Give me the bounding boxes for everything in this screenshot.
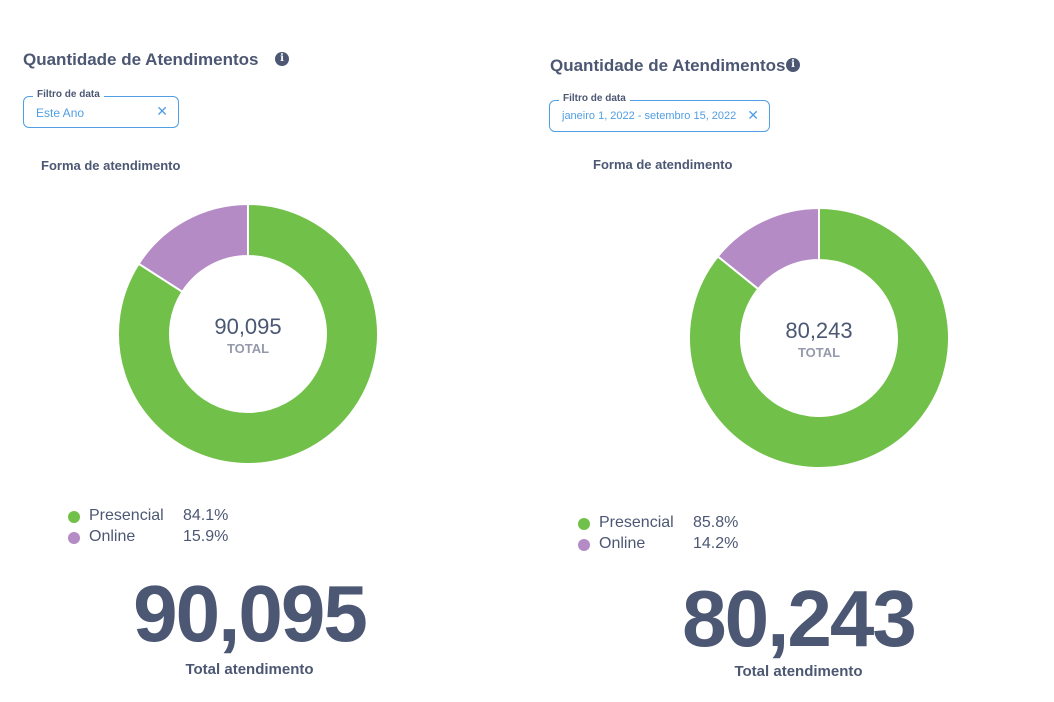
filter-value[interactable]: Este Ano — [36, 106, 85, 120]
filter-value[interactable]: janeiro 1, 2022 - setembro 15, 2022 — [562, 110, 737, 122]
date-filter[interactable]: Filtro de data janeiro 1, 2022 - setembr… — [549, 93, 770, 132]
left-panel: Quantidade de Atendimentos i Filtro de d… — [23, 50, 379, 678]
donut-chart[interactable] — [688, 207, 950, 469]
legend-item-presencial[interactable]: Presencial 84.1% — [68, 507, 268, 528]
close-icon[interactable]: ✕ — [156, 103, 168, 119]
scalar-label: Total atendimento — [734, 663, 863, 680]
card-title: Quantidade de Atendimentos — [550, 56, 786, 75]
close-icon[interactable]: ✕ — [747, 107, 759, 123]
donut-slice-online[interactable] — [716, 207, 820, 291]
legend-item-online[interactable]: Online 14.2% — [578, 535, 778, 556]
right-panel: Quantidade de Atendimentos i Filtro de d… — [527, 0, 1054, 702]
legend-percent: 85.8% — [693, 514, 739, 531]
center-total-value: 90,095 — [214, 314, 282, 339]
center-total-value: 80,243 — [785, 318, 853, 343]
info-icon[interactable]: i — [275, 52, 289, 66]
scalar-total: 80,243 — [682, 574, 917, 663]
chart-title: Forma de atendimento — [41, 158, 181, 173]
legend-name: Presencial — [89, 507, 164, 524]
donut-slice-presencial[interactable] — [117, 203, 379, 465]
donut-slice-online[interactable] — [137, 203, 249, 294]
center-total-label: TOTAL — [797, 345, 841, 360]
chart-title: Forma de atendimento — [593, 157, 733, 172]
date-filter[interactable]: Filtro de data Este Ano ✕ — [23, 89, 179, 128]
info-icon[interactable]: i — [786, 58, 800, 72]
legend-name: Presencial — [599, 514, 674, 531]
legend-name: Online — [599, 535, 646, 552]
legend: Presencial 84.1% Online 15.9% — [68, 507, 268, 549]
legend-dot — [578, 539, 590, 551]
card-title: Quantidade de Atendimentos — [23, 50, 259, 69]
center-total-label: TOTAL — [226, 341, 270, 356]
scalar-total: 90,095 — [133, 569, 368, 658]
filter-label: Filtro de data — [33, 89, 104, 100]
filter-label: Filtro de data — [559, 93, 630, 104]
legend-name: Online — [89, 528, 136, 545]
donut-chart[interactable] — [117, 203, 379, 465]
legend-dot — [578, 518, 590, 530]
legend-percent: 14.2% — [693, 535, 739, 552]
legend-item-presencial[interactable]: Presencial 85.8% — [578, 514, 778, 535]
legend-dot — [68, 511, 80, 523]
legend: Presencial 85.8% Online 14.2% — [578, 514, 778, 556]
legend-item-online[interactable]: Online 15.9% — [68, 528, 268, 549]
legend-dot — [68, 532, 80, 544]
donut-slice-presencial[interactable] — [688, 207, 950, 469]
scalar-label: Total atendimento — [185, 661, 314, 678]
legend-percent: 15.9% — [183, 528, 229, 545]
legend-percent: 84.1% — [183, 507, 229, 524]
